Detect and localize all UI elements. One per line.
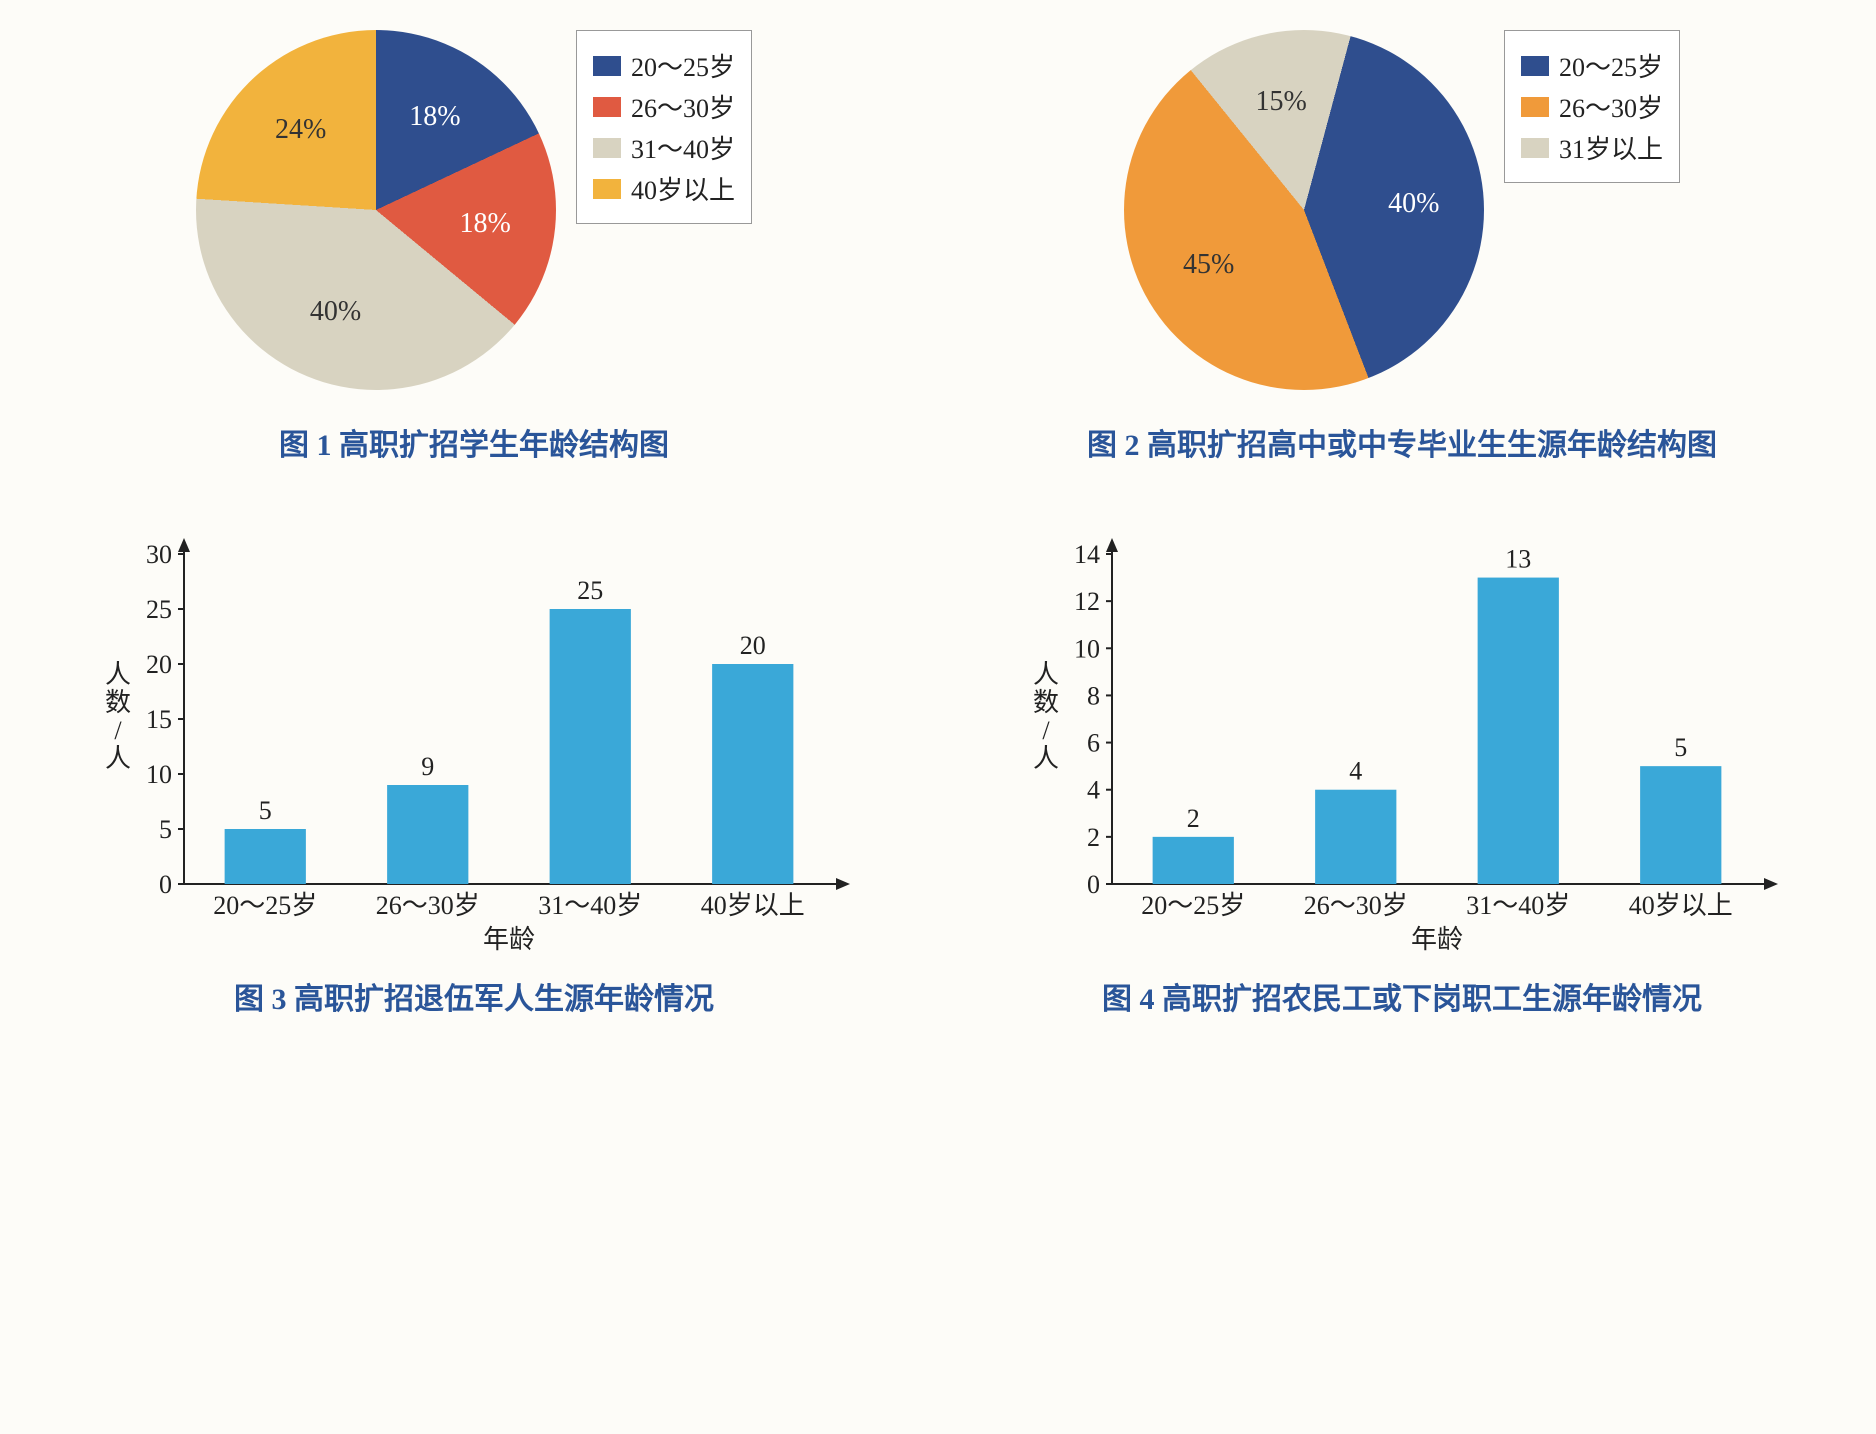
bar (225, 829, 306, 884)
bar-chart-3: 0 5 10 15 20 25 30 5 20～25岁 9 26～30岁 25 31～40岁 20 40岁以… (94, 524, 854, 964)
pie-slice-label: 40% (310, 296, 361, 328)
legend-swatch (593, 138, 621, 158)
bar (1640, 766, 1721, 884)
svg-text:5: 5 (159, 815, 172, 844)
pie-slice-label: 18% (409, 101, 460, 133)
bar (712, 664, 793, 884)
legend-swatch (593, 179, 621, 199)
caption-3: 图 3 高职扩招退伍军人生源年龄情况 (234, 974, 714, 1018)
legend-item: 20～25岁 (1521, 47, 1663, 84)
svg-text:0: 0 (1087, 870, 1100, 899)
bar-svg: 0 2 4 6 8 10 12 14 2 20～25岁 4 26～30岁 13 31～40岁 5 40岁以上年… (1022, 524, 1782, 964)
chart-4: 0 2 4 6 8 10 12 14 2 20～25岁 4 26～30岁 13 31～40岁 5 40岁以上年… (958, 524, 1846, 1018)
legend-label: 26～30岁 (1559, 88, 1663, 125)
pie-chart-2: 40% 45% 15% (1124, 30, 1484, 390)
legend-swatch (593, 56, 621, 76)
legend-swatch (1521, 138, 1549, 158)
bar (1153, 837, 1234, 884)
legend-label: 40岁以上 (631, 170, 735, 207)
bar (1315, 790, 1396, 884)
bar (1478, 578, 1559, 884)
pie-slice-label: 15% (1255, 86, 1306, 118)
legend-label: 31～40岁 (631, 129, 735, 166)
pie-slice-label: 18% (459, 208, 510, 240)
chart-3: 0 5 10 15 20 25 30 5 20～25岁 9 26～30岁 25 31～40岁 20 40岁以… (30, 524, 918, 1018)
legend-item: 40岁以上 (593, 170, 735, 207)
x-axis-title: 年龄 (483, 925, 535, 954)
legend-1: 20～25岁 26～30岁 31～40岁 40岁以上 (576, 30, 752, 224)
legend-swatch (1521, 56, 1549, 76)
svg-text:人: 人 (105, 660, 131, 689)
legend-item: 31～40岁 (593, 129, 735, 166)
svg-text:20: 20 (146, 650, 172, 679)
category-label: 31～40岁 (1466, 891, 1570, 920)
legend-item: 20～25岁 (593, 47, 735, 84)
bar-value-label: 2 (1187, 804, 1200, 833)
bar-value-label: 9 (421, 752, 434, 781)
bar-value-label: 25 (577, 576, 603, 605)
legend-swatch (1521, 97, 1549, 117)
category-label: 40岁以上 (701, 891, 805, 920)
category-label: 26～30岁 (376, 891, 480, 920)
svg-text:14: 14 (1074, 540, 1100, 569)
legend-label: 20～25岁 (631, 47, 735, 84)
bar-value-label: 5 (259, 796, 272, 825)
svg-text:12: 12 (1074, 587, 1100, 616)
caption-2: 图 2 高职扩招高中或中专毕业生生源年龄结构图 (1087, 420, 1717, 464)
bar-value-label: 20 (740, 631, 766, 660)
svg-text:30: 30 (146, 540, 172, 569)
caption-1: 图 1 高职扩招学生年龄结构图 (279, 420, 669, 464)
category-label: 40岁以上 (1629, 891, 1733, 920)
pie-slice-label: 40% (1388, 188, 1439, 220)
svg-text:10: 10 (146, 760, 172, 789)
category-label: 31～40岁 (538, 891, 642, 920)
pie-slice-label: 24% (275, 114, 326, 146)
bar-value-label: 5 (1674, 733, 1687, 762)
svg-text:数: 数 (105, 688, 131, 717)
bar (550, 609, 631, 884)
bar-value-label: 13 (1505, 545, 1531, 574)
legend-item: 26～30岁 (1521, 88, 1663, 125)
chart-1: 18% 18% 40% 24% 20～25岁 26～30岁 31～40岁 40岁以上 图 1… (30, 30, 918, 464)
svg-text:数: 数 (1033, 688, 1059, 717)
bar-chart-4: 0 2 4 6 8 10 12 14 2 20～25岁 4 26～30岁 13 31～40岁 5 40岁以上年… (1022, 524, 1782, 964)
svg-text:10: 10 (1074, 634, 1100, 663)
x-axis-title: 年龄 (1411, 925, 1463, 954)
svg-text:6: 6 (1087, 729, 1100, 758)
legend-item: 26～30岁 (593, 88, 735, 125)
legend-label: 31岁以上 (1559, 129, 1663, 166)
legend-item: 31岁以上 (1521, 129, 1663, 166)
bar-svg: 0 5 10 15 20 25 30 5 20～25岁 9 26～30岁 25 31～40岁 20 40岁以… (94, 524, 854, 964)
svg-text:25: 25 (146, 595, 172, 624)
caption-4: 图 4 高职扩招农民工或下岗职工生源年龄情况 (1102, 974, 1702, 1018)
svg-text:15: 15 (146, 705, 172, 734)
svg-text:人: 人 (1033, 744, 1059, 773)
pie-slice-label: 45% (1183, 249, 1234, 281)
bar-value-label: 4 (1349, 757, 1362, 786)
svg-text:0: 0 (159, 870, 172, 899)
pie-chart-1: 18% 18% 40% 24% (196, 30, 556, 390)
svg-text:/: / (114, 716, 122, 745)
svg-text:4: 4 (1087, 776, 1100, 805)
legend-label: 26～30岁 (631, 88, 735, 125)
bar (387, 785, 468, 884)
category-label: 20～25岁 (1141, 891, 1245, 920)
svg-text:人: 人 (105, 744, 131, 773)
svg-text:/: / (1042, 716, 1050, 745)
category-label: 26～30岁 (1304, 891, 1408, 920)
legend-swatch (593, 97, 621, 117)
legend-label: 20～25岁 (1559, 47, 1663, 84)
svg-text:2: 2 (1087, 823, 1100, 852)
category-label: 20～25岁 (213, 891, 317, 920)
svg-text:人: 人 (1033, 660, 1059, 689)
svg-text:8: 8 (1087, 681, 1100, 710)
legend-2: 20～25岁 26～30岁 31岁以上 (1504, 30, 1680, 183)
chart-2: 40% 45% 15% 20～25岁 26～30岁 31岁以上 图 2 高职扩招高中或中… (958, 30, 1846, 464)
